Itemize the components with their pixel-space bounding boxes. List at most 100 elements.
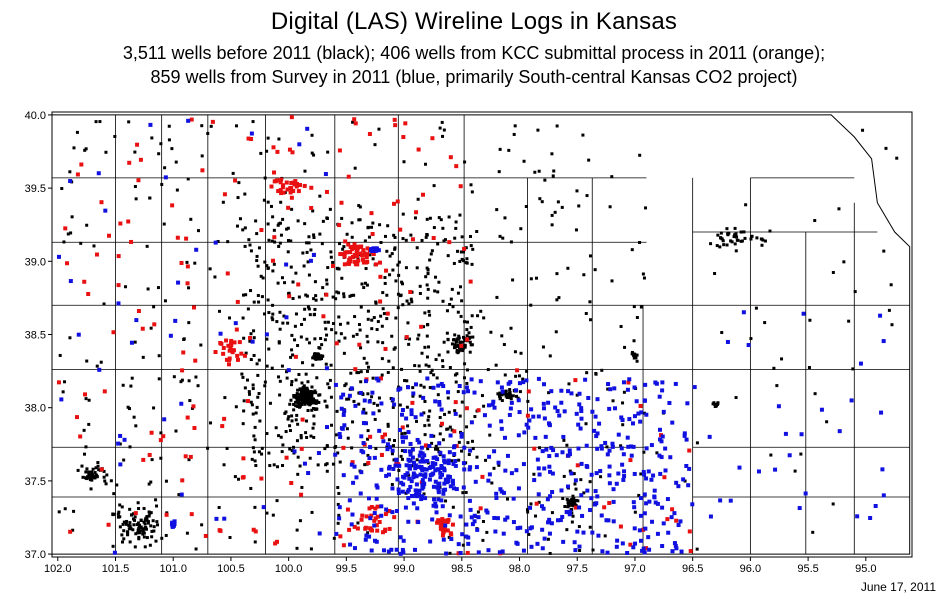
well-marker xyxy=(353,403,358,408)
well-marker xyxy=(142,535,146,539)
well-marker xyxy=(620,462,625,467)
well-marker xyxy=(262,198,266,202)
well-marker xyxy=(595,446,600,451)
well-marker xyxy=(484,458,488,462)
well-marker xyxy=(339,200,344,205)
well-marker xyxy=(127,120,131,124)
well-marker xyxy=(78,434,83,439)
well-marker xyxy=(70,215,74,219)
well-marker xyxy=(253,425,257,429)
well-marker xyxy=(301,361,305,365)
well-marker xyxy=(508,380,513,385)
well-marker xyxy=(288,447,292,451)
well-marker xyxy=(425,283,429,287)
well-marker xyxy=(550,511,554,515)
well-marker xyxy=(266,298,270,302)
well-marker xyxy=(394,509,399,514)
well-marker xyxy=(256,264,260,268)
well-marker xyxy=(127,523,131,527)
well-marker xyxy=(644,501,649,506)
well-marker xyxy=(79,162,84,167)
well-marker xyxy=(769,453,773,457)
well-marker xyxy=(445,331,449,335)
well-marker xyxy=(400,457,404,461)
well-marker xyxy=(505,497,509,501)
well-marker xyxy=(124,522,128,526)
well-marker xyxy=(296,472,300,476)
well-marker xyxy=(445,309,449,313)
kansas-outline xyxy=(51,114,911,555)
well-marker xyxy=(369,211,374,216)
well-marker xyxy=(554,330,558,334)
well-marker xyxy=(131,528,135,532)
well-marker xyxy=(118,525,122,529)
well-marker xyxy=(447,513,452,518)
well-marker xyxy=(128,540,132,544)
well-marker xyxy=(555,298,559,302)
well-marker xyxy=(305,401,309,405)
well-marker xyxy=(562,409,567,414)
well-marker xyxy=(438,126,442,130)
well-marker xyxy=(813,219,817,223)
well-marker xyxy=(505,393,509,397)
well-marker xyxy=(468,448,473,453)
well-marker xyxy=(296,455,300,459)
well-marker xyxy=(270,316,274,320)
well-marker xyxy=(392,515,397,520)
well-marker xyxy=(312,414,316,418)
well-marker xyxy=(452,444,457,449)
well-marker xyxy=(187,286,191,290)
well-marker xyxy=(446,337,450,341)
well-marker xyxy=(225,271,230,276)
well-marker xyxy=(543,434,548,439)
well-marker xyxy=(787,453,792,458)
well-marker xyxy=(252,336,256,340)
well-marker xyxy=(341,543,346,548)
well-marker xyxy=(300,395,304,399)
well-marker xyxy=(157,377,161,381)
well-marker xyxy=(446,517,451,522)
well-marker xyxy=(334,331,338,335)
well-marker xyxy=(739,230,743,234)
well-marker xyxy=(249,400,253,404)
well-marker xyxy=(148,122,153,127)
well-marker xyxy=(247,238,251,242)
well-marker xyxy=(145,516,149,520)
well-marker xyxy=(541,406,546,411)
well-marker xyxy=(651,473,656,478)
well-marker xyxy=(487,454,492,459)
well-marker xyxy=(409,233,413,237)
well-marker xyxy=(76,332,81,337)
well-marker xyxy=(277,375,281,379)
well-marker xyxy=(360,282,364,286)
well-marker xyxy=(628,458,633,463)
well-marker xyxy=(482,404,486,408)
well-marker xyxy=(336,486,340,490)
well-marker xyxy=(515,394,519,398)
well-marker xyxy=(308,402,312,406)
well-marker xyxy=(277,137,281,141)
well-marker xyxy=(290,449,294,453)
well-marker xyxy=(586,395,591,400)
well-marker xyxy=(374,483,379,488)
well-marker xyxy=(306,395,310,399)
well-marker xyxy=(509,240,513,244)
well-marker xyxy=(199,343,203,347)
well-marker xyxy=(579,406,584,411)
well-marker xyxy=(243,386,247,390)
well-marker xyxy=(433,479,438,484)
well-marker xyxy=(118,462,123,467)
well-marker xyxy=(536,128,540,132)
well-marker xyxy=(657,427,662,432)
well-marker xyxy=(375,328,379,332)
well-marker xyxy=(379,504,384,509)
well-marker xyxy=(391,466,396,471)
well-marker xyxy=(374,248,379,253)
well-marker xyxy=(571,494,575,498)
well-marker xyxy=(243,244,247,248)
well-marker xyxy=(681,477,686,482)
well-marker xyxy=(695,441,699,445)
well-marker xyxy=(414,491,419,496)
well-marker xyxy=(229,338,234,343)
